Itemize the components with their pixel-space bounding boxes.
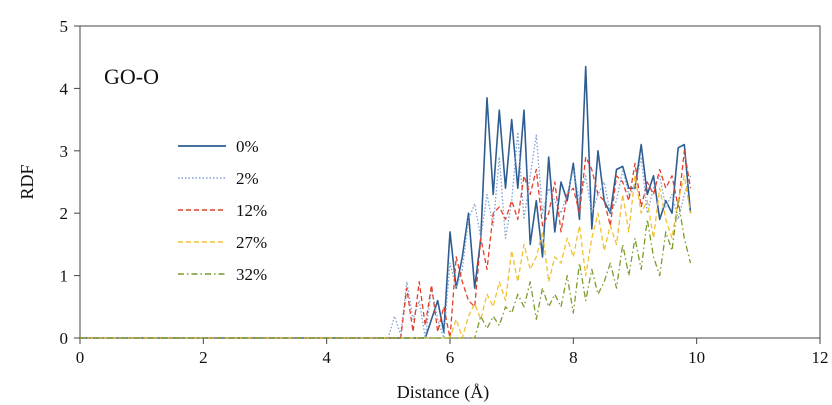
y-tick-label: 5: [60, 17, 69, 36]
chart-annotation: GO-O: [104, 64, 159, 89]
series-layer: [80, 65, 692, 339]
y-tick-label: 4: [60, 79, 69, 98]
y-tick-label: 1: [60, 267, 69, 286]
x-tick-label: 4: [322, 348, 331, 367]
legend-label-1: 0%: [236, 137, 259, 156]
x-tick-label: 10: [688, 348, 705, 367]
x-tick-label: 2: [199, 348, 208, 367]
x-tick-label: 0: [76, 348, 85, 367]
y-tick-label: 2: [60, 204, 69, 223]
x-tick-label: 8: [569, 348, 578, 367]
legend-label-2: 2%: [236, 169, 259, 188]
series-line-4: [80, 175, 692, 339]
series-line-3: [80, 150, 692, 339]
x-axis-label: Distance (Å): [397, 382, 489, 403]
plot-frame: [79, 25, 821, 339]
legend: 0% 2% 12% 27% 32%: [178, 137, 267, 284]
series-line-5: [80, 200, 692, 339]
legend-label-5: 32%: [236, 265, 267, 284]
x-tick-label: 6: [446, 348, 455, 367]
series-line-1: [80, 65, 692, 339]
legend-label-3: 12%: [236, 201, 267, 220]
y-axis-label: RDF: [17, 164, 37, 199]
legend-label-4: 27%: [236, 233, 267, 252]
x-tick-label: 12: [812, 348, 829, 367]
y-tick-label: 0: [60, 329, 69, 348]
y-tick-label: 3: [60, 142, 69, 161]
